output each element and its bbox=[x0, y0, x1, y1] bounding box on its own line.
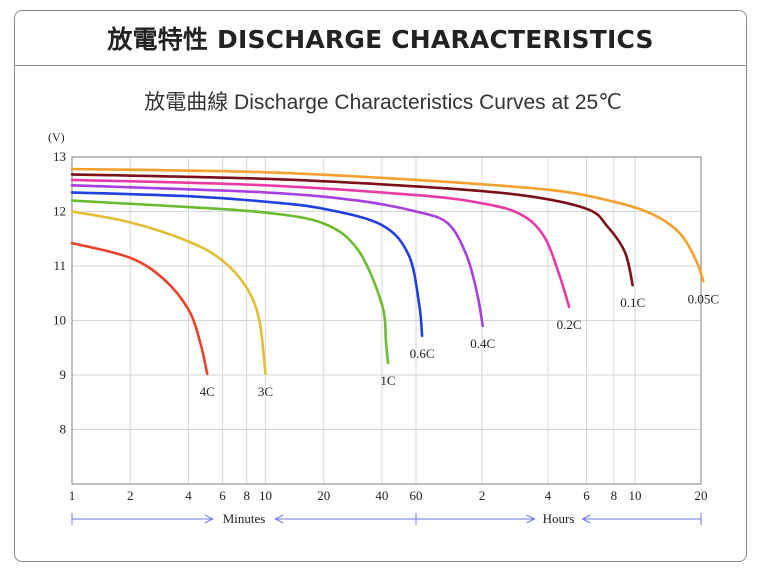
x-tick-label: 10 bbox=[629, 488, 642, 503]
x-tick-label: 10 bbox=[259, 488, 272, 503]
curve-1C bbox=[70, 199, 390, 365]
x-tick-label: 4 bbox=[185, 488, 192, 503]
x-axis-segments: Minutes Hours bbox=[71, 511, 702, 526]
x-tick-label: 2 bbox=[127, 488, 134, 503]
curve-0.6C bbox=[70, 191, 424, 338]
segment-label-hours: Hours bbox=[543, 511, 575, 526]
page-title: 放電特性 DISCHARGE CHARACTERISTICS bbox=[107, 25, 654, 54]
x-tick-label: 4 bbox=[545, 488, 552, 503]
x-tick-label: 40 bbox=[375, 488, 388, 503]
curve-4C bbox=[70, 241, 209, 376]
curve-0.1C bbox=[70, 173, 634, 287]
y-tick-label: 13 bbox=[53, 149, 66, 164]
curve-label-3C: 3C bbox=[258, 384, 273, 399]
curve-label-0.4C: 0.4C bbox=[470, 336, 495, 351]
x-tick-label: 2 bbox=[479, 488, 486, 503]
segment-arrowhead bbox=[274, 514, 284, 524]
y-tick-label: 11 bbox=[53, 258, 66, 273]
curve-0.4C bbox=[70, 184, 484, 328]
x-tick-label: 20 bbox=[317, 488, 330, 503]
segment-arrowhead bbox=[526, 514, 536, 524]
chart-card: 放電特性 DISCHARGE CHARACTERISTICS bbox=[14, 10, 747, 562]
curve-label-0.05C: 0.05C bbox=[688, 291, 719, 306]
plot-area-frame bbox=[71, 156, 702, 485]
x-tick-label: 20 bbox=[695, 488, 708, 503]
segment-label-minutes: Minutes bbox=[223, 511, 266, 526]
y-axis-label: (V) bbox=[48, 130, 65, 144]
chart-title: 放電曲線 Discharge Characteristics Curves at… bbox=[144, 91, 622, 114]
header-bar: 放電特性 DISCHARGE CHARACTERISTICS bbox=[15, 11, 746, 66]
x-tick-label: 8 bbox=[611, 488, 618, 503]
curve-0.2C bbox=[70, 178, 571, 309]
discharge-curves bbox=[70, 167, 705, 376]
y-tick-label: 9 bbox=[60, 367, 67, 382]
y-tick-label: 12 bbox=[53, 204, 66, 219]
curve-label-0.2C: 0.2C bbox=[557, 317, 582, 332]
curve-labels: 4C 3C 1C 0.6C 0.4C 0.2C 0.1C 0.05C bbox=[200, 291, 719, 399]
curve-label-1C: 1C bbox=[380, 373, 395, 388]
x-tick-label: 8 bbox=[243, 488, 250, 503]
y-axis-ticks: 8 9 10 11 12 13 bbox=[53, 149, 66, 437]
y-tick-label: 10 bbox=[53, 313, 66, 328]
curve-label-0.1C: 0.1C bbox=[620, 295, 645, 310]
x-axis-ticks: 1 2 4 6 8 10 20 40 60 2 4 6 8 10 20 bbox=[69, 488, 708, 503]
curve-label-0.6C: 0.6C bbox=[410, 346, 435, 361]
x-tick-label: 6 bbox=[583, 488, 590, 503]
x-tick-label: 60 bbox=[410, 488, 423, 503]
curve-3C bbox=[70, 210, 267, 376]
curve-label-4C: 4C bbox=[200, 384, 215, 399]
x-tick-label: 6 bbox=[219, 488, 226, 503]
y-tick-label: 8 bbox=[60, 422, 67, 437]
segment-arrowhead bbox=[204, 514, 214, 524]
segment-arrowhead bbox=[581, 514, 591, 524]
curve-0.05C bbox=[70, 167, 705, 283]
x-tick-label: 1 bbox=[69, 488, 76, 503]
